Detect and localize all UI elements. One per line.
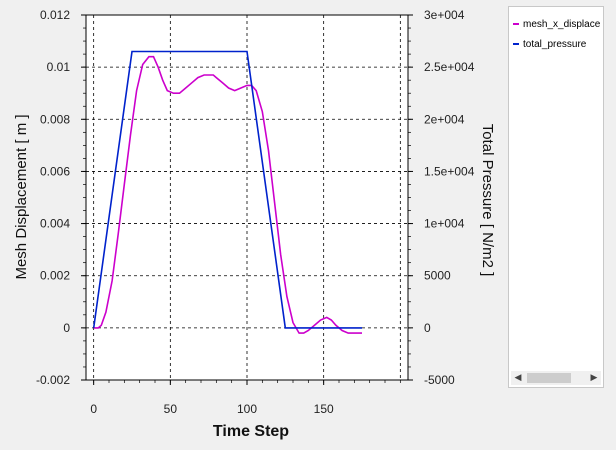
y2-tick-label: 5000 (424, 269, 451, 283)
y2-tick-label: 2.5e+004 (424, 60, 475, 74)
scroll-left-icon[interactable]: ◀ (514, 373, 522, 383)
y-tick-label: 0.008 (40, 112, 70, 126)
legend-item: mesh_x_displace (513, 17, 600, 31)
legend-horizontal-scrollbar[interactable]: ◀ ▶ (511, 371, 601, 385)
series-line-total-pressure (92, 50, 362, 329)
scroll-right-icon[interactable]: ▶ (590, 373, 598, 383)
legend-item: total_pressure (513, 37, 586, 51)
legend-label: mesh_x_displace (523, 18, 601, 30)
y-tick-label: -0.002 (36, 373, 70, 387)
legend-swatch (513, 43, 519, 45)
legend-swatch (513, 23, 519, 25)
y2-tick-label: -5000 (424, 373, 455, 387)
series-line-mesh-x-displace (93, 55, 362, 334)
x-axis-label: Time Step (213, 423, 289, 440)
y2-tick-label: 1e+004 (424, 217, 465, 231)
legend-label: total_pressure (523, 38, 587, 50)
y-tick-label: 0.01 (47, 60, 71, 74)
gridlines (86, 15, 408, 380)
x-tick-label: 0 (90, 402, 97, 416)
x-tick-label: 50 (164, 402, 178, 416)
y-tick-label: 0.004 (40, 217, 70, 231)
y-tick-label: 0.002 (40, 269, 70, 283)
y2-tick-label: 3e+004 (424, 8, 465, 22)
y2-axis-label: Total Pressure [ N/m2 ] (479, 124, 496, 277)
y-tick-label: 0.006 (40, 164, 70, 178)
y-tick-label: 0 (63, 321, 70, 335)
y2-tick-label: 1.5e+004 (424, 164, 475, 178)
x-tick-label: 150 (314, 402, 334, 416)
y-tick-label: 0.012 (40, 8, 70, 22)
legend: mesh_x_displace total_pressure ◀ ▶ (508, 6, 604, 388)
y-axis-label: Mesh Displacement [ m ] (13, 114, 30, 279)
series-layer (92, 50, 362, 334)
x-tick-label: 100 (237, 402, 257, 416)
axes: -0.002 0 0.002 0.004 0.006 0.008 0.01 0.012 -500… (36, 8, 475, 416)
y2-tick-label: 0 (424, 321, 431, 335)
y2-tick-label: 2e+004 (424, 112, 465, 126)
chart: -0.002 0 0.002 0.004 0.006 0.008 0.01 0.012 -500… (13, 8, 496, 440)
scrollbar-thumb[interactable] (527, 373, 571, 383)
